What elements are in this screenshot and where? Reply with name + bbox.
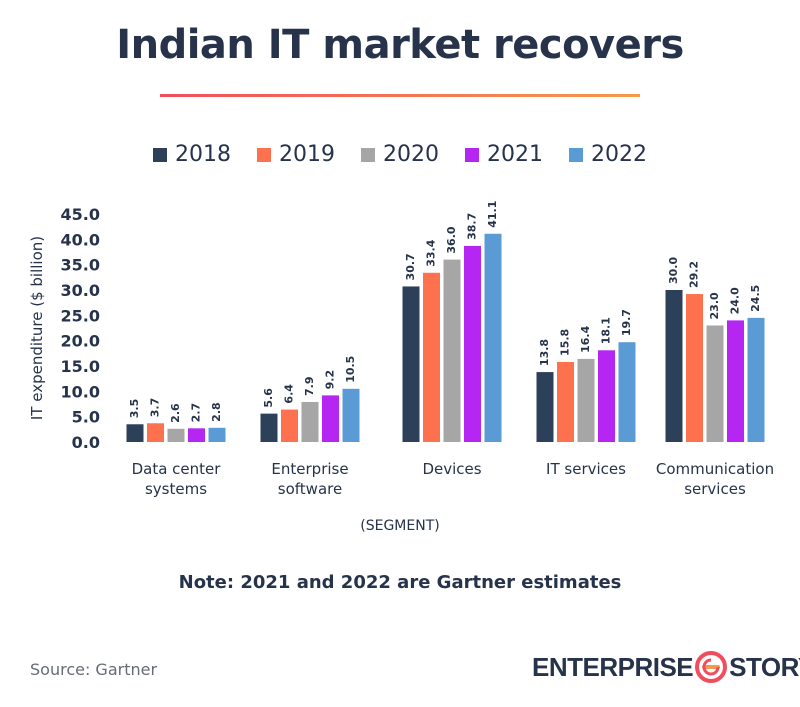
bar	[686, 294, 703, 442]
x-category-label: Enterprise	[271, 460, 348, 478]
chart-note: Note: 2021 and 2022 are Gartner estimate…	[178, 572, 622, 593]
data-label: 9.2	[324, 370, 337, 390]
data-label: 2.8	[210, 402, 223, 422]
data-label: 2.6	[169, 403, 182, 423]
data-label: 3.5	[128, 399, 141, 419]
data-label: 13.8	[538, 339, 551, 366]
bar	[618, 342, 636, 442]
bar-chart: IT expenditure ($ billion) 0.0 5.0 10.0 15.0…	[28, 201, 774, 534]
bar	[423, 272, 440, 442]
bar	[402, 286, 420, 442]
data-label: 7.9	[303, 376, 316, 396]
legend-swatch	[465, 147, 479, 162]
logo-text-right: STORY	[729, 651, 800, 682]
legend-label: 2020	[383, 142, 439, 167]
x-category-label: software	[278, 480, 342, 498]
y-tick-label: 45.0	[61, 205, 100, 224]
bar	[281, 409, 298, 442]
chart-title: Indian IT market recovers	[116, 22, 684, 68]
legend-swatch	[361, 147, 375, 162]
legend-label: 2019	[279, 142, 335, 167]
data-label: 30.0	[667, 257, 680, 284]
y-tick-label: 0.0	[72, 433, 100, 452]
bar	[443, 259, 461, 442]
data-label: 23.0	[708, 292, 721, 319]
x-category-label: services	[684, 480, 746, 498]
title-underline	[160, 94, 640, 97]
y-tick-label: 30.0	[61, 281, 100, 300]
bar	[260, 413, 278, 442]
data-label: 29.2	[688, 261, 701, 288]
x-category-label: systems	[145, 480, 207, 498]
data-label: 33.4	[425, 239, 438, 266]
data-label: 5.6	[262, 388, 275, 408]
bar	[464, 245, 481, 442]
logo-text-left: ENTERPRISE	[532, 651, 694, 682]
legend-swatch	[153, 147, 167, 162]
x-category-label: IT services	[546, 460, 626, 478]
bar	[665, 290, 683, 442]
y-tick-label: 40.0	[61, 230, 100, 249]
x-category-label: Devices	[422, 460, 481, 478]
bar	[536, 372, 554, 442]
legend-swatch	[569, 147, 583, 162]
bar	[557, 361, 574, 442]
legend-item-2021: 2021	[465, 142, 543, 167]
bar	[342, 388, 360, 442]
bar	[598, 350, 615, 442]
legend-swatch	[257, 147, 271, 162]
data-label: 6.4	[283, 384, 296, 404]
y-tick-label: 35.0	[61, 256, 100, 275]
legend-label: 2021	[487, 142, 543, 167]
bar	[706, 325, 724, 442]
data-label: 24.0	[729, 287, 742, 314]
bar	[727, 320, 744, 442]
y-tick-label: 20.0	[61, 332, 100, 351]
y-tick-label: 15.0	[61, 357, 100, 376]
legend-item-2020: 2020	[361, 142, 439, 167]
legend-item-2018: 2018	[153, 142, 231, 167]
y-tick-label: 25.0	[61, 306, 100, 325]
bar	[208, 427, 226, 442]
legend-label: 2022	[591, 142, 647, 167]
data-label: 10.5	[344, 356, 357, 383]
enterprise-story-logo-icon	[695, 651, 728, 683]
bar	[167, 428, 185, 442]
data-label: 36.0	[445, 226, 458, 253]
source-label: Source: Gartner	[30, 660, 158, 679]
legend-item-2019: 2019	[257, 142, 335, 167]
bar	[147, 423, 164, 442]
data-label: 19.7	[620, 309, 633, 336]
data-label: 18.1	[600, 317, 613, 344]
x-category-label: Data center	[132, 460, 222, 478]
bar	[747, 317, 765, 442]
y-axis-title: IT expenditure ($ billion)	[28, 236, 46, 420]
data-label: 41.1	[486, 201, 499, 228]
legend: 2018 2019 2020 2021 2022	[0, 142, 800, 167]
data-label: 3.7	[149, 398, 162, 418]
bar	[188, 428, 205, 442]
x-category-label: Communication	[656, 460, 774, 478]
data-label: 30.7	[404, 253, 417, 280]
bar	[301, 401, 319, 442]
bar	[484, 233, 502, 442]
y-tick-label: 10.0	[61, 382, 100, 401]
bar	[322, 395, 339, 442]
data-label: 24.5	[749, 285, 762, 312]
bar	[577, 358, 595, 442]
x-axis-title: (SEGMENT)	[360, 518, 439, 534]
data-label: 2.7	[190, 403, 203, 423]
data-label: 16.4	[579, 325, 592, 352]
legend-item-2022: 2022	[569, 142, 647, 167]
bar	[126, 424, 144, 442]
data-label: 15.8	[559, 329, 572, 356]
brand-logo: ENTERPRISE STORY	[532, 648, 800, 686]
y-tick-label: 5.0	[72, 408, 100, 427]
data-label: 38.7	[466, 213, 479, 240]
legend-label: 2018	[175, 142, 231, 167]
